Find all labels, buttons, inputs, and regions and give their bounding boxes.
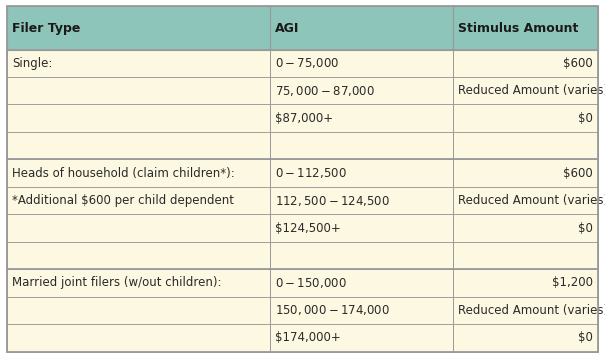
Bar <box>7 159 270 187</box>
Text: $112,500 - $124,500: $112,500 - $124,500 <box>275 194 390 208</box>
Text: $0 - $75,000: $0 - $75,000 <box>275 56 339 70</box>
Text: $600: $600 <box>563 166 593 180</box>
Bar <box>270 77 453 105</box>
Text: Stimulus Amount: Stimulus Amount <box>458 21 578 34</box>
Text: $87,000+: $87,000+ <box>275 112 333 125</box>
Text: *Additional $600 per child dependent: *Additional $600 per child dependent <box>12 194 234 207</box>
Bar <box>7 132 270 159</box>
Bar <box>270 187 453 214</box>
Text: AGI: AGI <box>275 21 299 34</box>
Text: $0 - $112,500: $0 - $112,500 <box>275 166 347 180</box>
Bar <box>270 269 453 297</box>
Bar <box>7 6 270 50</box>
Text: Filer Type: Filer Type <box>12 21 80 34</box>
Text: $75,000 - $87,000: $75,000 - $87,000 <box>275 84 375 98</box>
Bar <box>453 105 598 132</box>
Bar <box>453 214 598 242</box>
Bar <box>7 187 270 214</box>
Bar <box>270 242 453 269</box>
Bar <box>7 269 270 297</box>
Bar <box>453 297 598 324</box>
Text: $0: $0 <box>578 222 593 234</box>
Bar <box>270 6 453 50</box>
Text: Heads of household (claim children*):: Heads of household (claim children*): <box>12 166 235 180</box>
Text: $174,000+: $174,000+ <box>275 332 341 344</box>
Bar <box>7 297 270 324</box>
Bar <box>7 324 270 352</box>
Text: $1,200: $1,200 <box>552 276 593 289</box>
Text: Married joint filers (w/out children):: Married joint filers (w/out children): <box>12 276 221 289</box>
Bar <box>7 214 270 242</box>
Text: $0: $0 <box>578 112 593 125</box>
Bar <box>270 214 453 242</box>
Bar <box>270 297 453 324</box>
Bar <box>270 324 453 352</box>
Text: $0: $0 <box>578 332 593 344</box>
Text: $0 - $150,000: $0 - $150,000 <box>275 276 347 290</box>
Bar <box>453 324 598 352</box>
Bar <box>453 269 598 297</box>
Bar <box>453 242 598 269</box>
Bar <box>7 77 270 105</box>
Bar <box>7 242 270 269</box>
Bar <box>453 159 598 187</box>
Bar <box>453 187 598 214</box>
Text: Reduced Amount (varies): Reduced Amount (varies) <box>458 84 605 97</box>
Text: Reduced Amount (varies): Reduced Amount (varies) <box>458 304 605 317</box>
Bar <box>453 50 598 77</box>
Text: $124,500+: $124,500+ <box>275 222 341 234</box>
Bar <box>7 50 270 77</box>
Bar <box>270 105 453 132</box>
Bar <box>453 132 598 159</box>
Text: Single:: Single: <box>12 57 53 70</box>
Text: $150,000 - $174,000: $150,000 - $174,000 <box>275 303 390 318</box>
Bar <box>453 77 598 105</box>
Bar <box>7 105 270 132</box>
Bar <box>270 159 453 187</box>
Text: $600: $600 <box>563 57 593 70</box>
Text: Reduced Amount (varies): Reduced Amount (varies) <box>458 194 605 207</box>
Bar <box>453 6 598 50</box>
Bar <box>270 50 453 77</box>
Bar <box>270 132 453 159</box>
